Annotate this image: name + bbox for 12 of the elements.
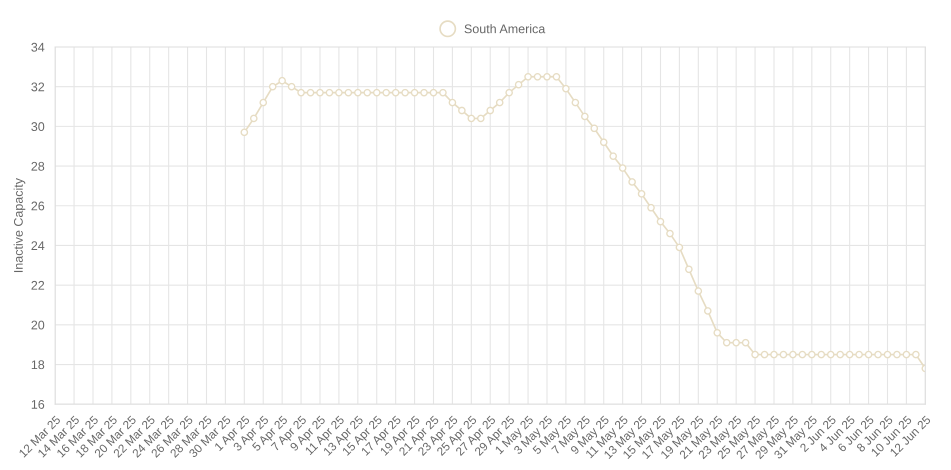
- y-tick-label: 26: [31, 202, 44, 210]
- y-tick-label: 20: [31, 320, 44, 330]
- y-tick-label: 28: [31, 162, 44, 171]
- y-tick-label: 22: [31, 280, 44, 290]
- y-tick-label: 16: [32, 400, 44, 409]
- y-tick-label: 24: [31, 241, 44, 250]
- y-tick-label: 18: [32, 360, 44, 370]
- legend-label: South America: [464, 24, 546, 34]
- y-tick-label: 30: [31, 122, 44, 132]
- y-axis-title: Inactive Capacity: [14, 178, 26, 272]
- y-tick-label: 34: [31, 42, 44, 52]
- y-tick-label: 32: [31, 82, 44, 92]
